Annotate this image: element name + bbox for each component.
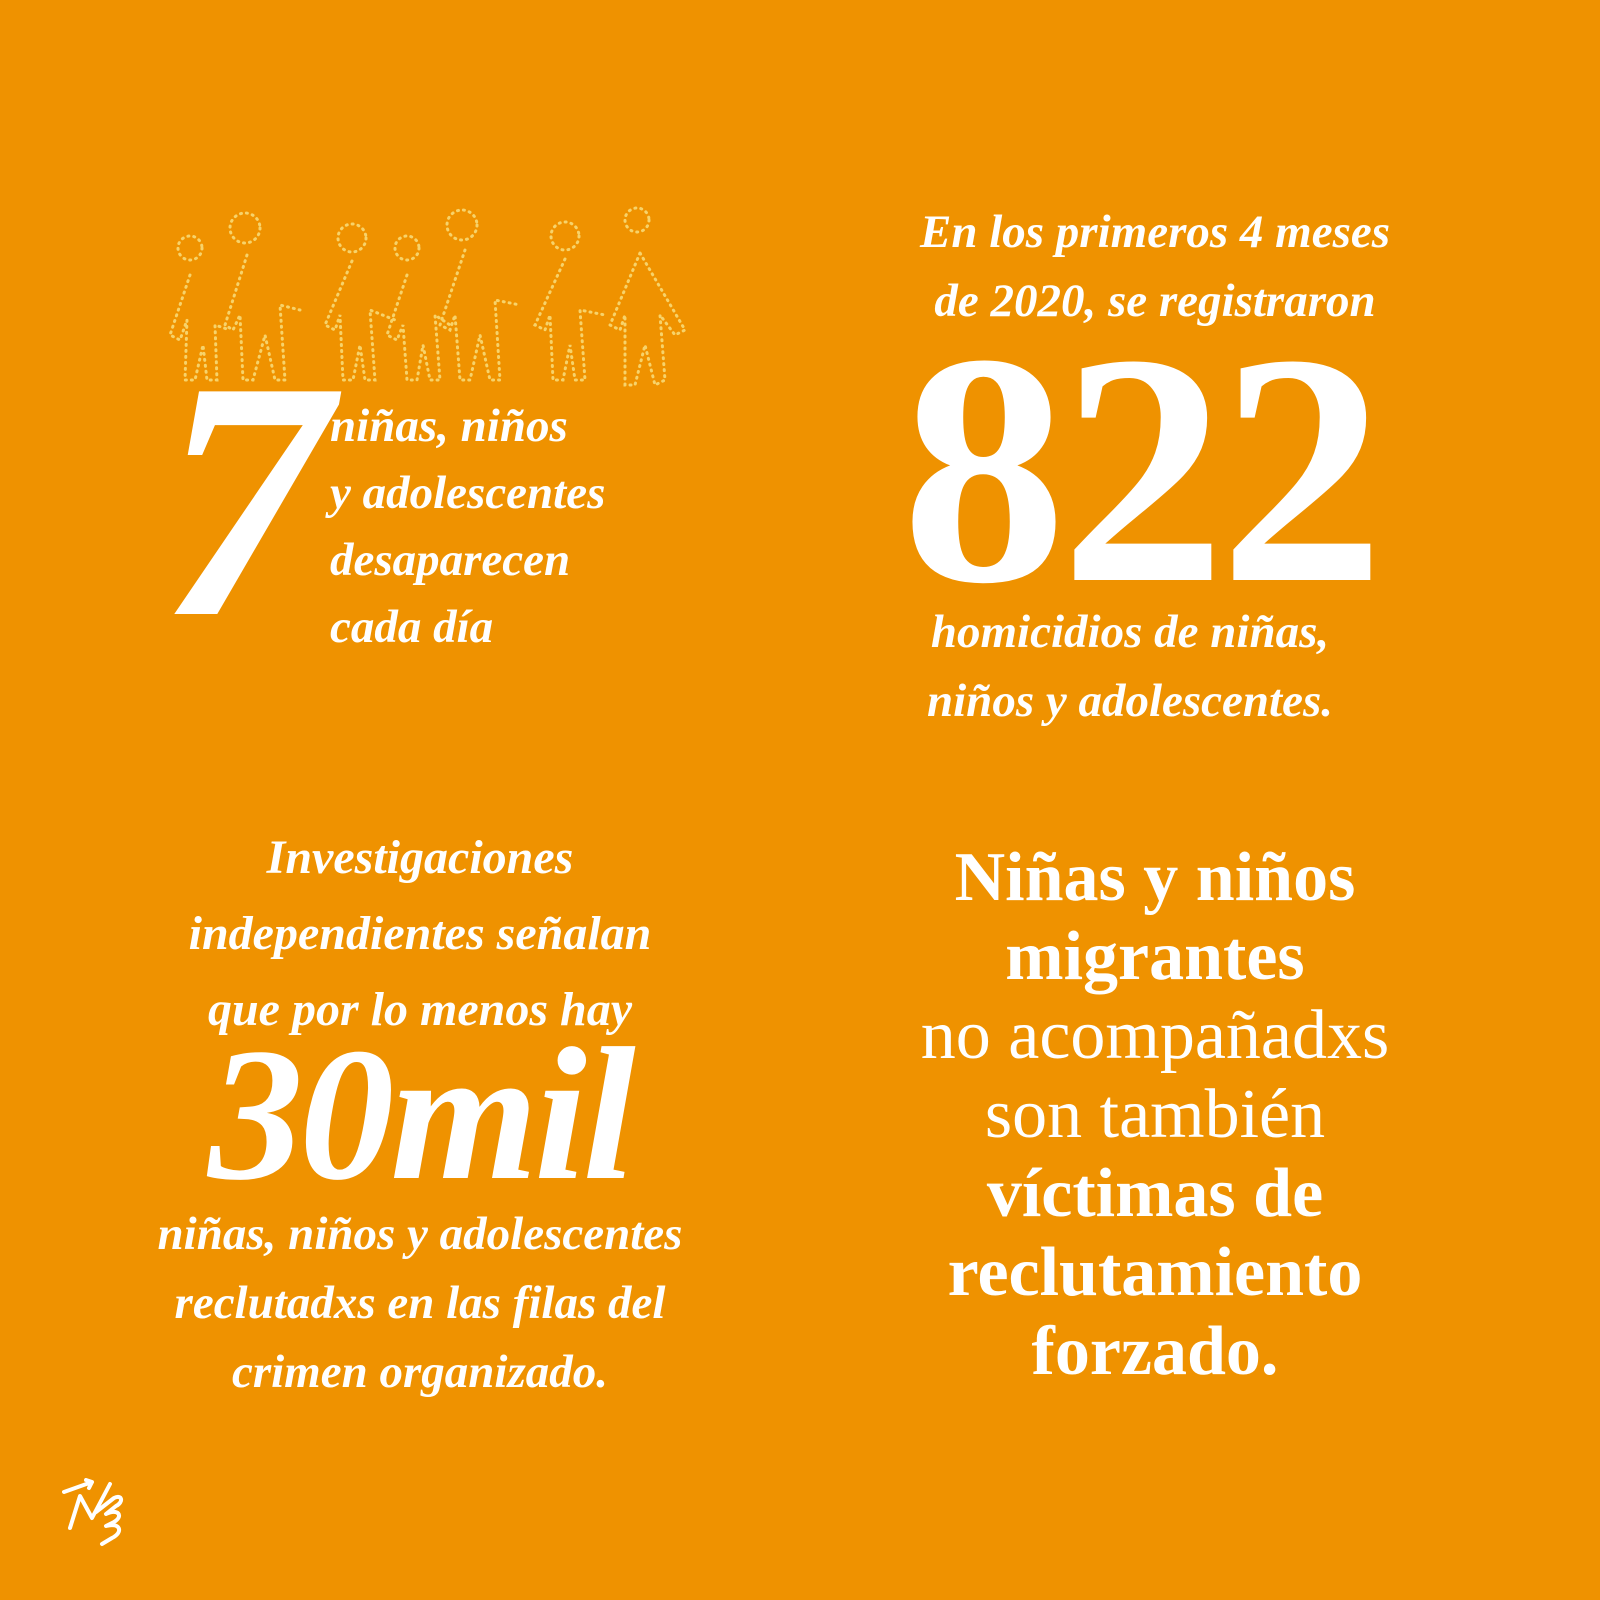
statement-line: víctimas de <box>986 1155 1324 1232</box>
hand-signature-logo-icon <box>62 1478 123 1546</box>
desc-line: reclutadxs en las filas del <box>174 1277 666 1329</box>
desc-line: niños y adolescentes. <box>926 675 1334 727</box>
stat-822-description: homicidios de niñas, niños y adolescente… <box>830 598 1430 736</box>
stat-7-line: desaparecen <box>330 534 571 586</box>
stat-7-line: cada día <box>330 601 494 653</box>
intro-line: independientes señalan <box>188 907 652 960</box>
stat-7-line: niñas, niños <box>330 400 568 452</box>
stat-30mil-intro: Investigaciones independientes señalan q… <box>120 820 720 1048</box>
migrant-children-statement: Niñas y niños migrantes no acompañadxs s… <box>830 838 1480 1391</box>
stat-7-line: y adolescentes <box>330 467 606 519</box>
children-holding-hands-icon <box>168 206 688 388</box>
stat-7-number: 7 <box>160 311 330 688</box>
statement-line: reclutamiento <box>947 1234 1363 1311</box>
desc-line: niñas, niños y adolescentes <box>157 1208 683 1260</box>
statement-line: no acompañadxs <box>920 997 1390 1074</box>
statement-line: migrantes <box>1005 918 1305 995</box>
statement-line: forzado. <box>1031 1313 1279 1390</box>
statement-line: son también <box>984 1076 1326 1153</box>
stat-7-description: niñas, niños y adolescentes desaparecen … <box>330 393 605 661</box>
stat-30mil-description: niñas, niños y adolescentes reclutadxs e… <box>110 1200 730 1407</box>
stat-30mil-number: 30mil <box>208 1010 635 1220</box>
intro-line: Investigaciones <box>266 831 574 884</box>
stat-822-number: 822 <box>901 287 1385 652</box>
desc-line: homicidios de niñas, <box>930 606 1330 658</box>
intro-line: En los primeros 4 meses <box>919 206 1391 258</box>
desc-line: crimen organizado. <box>231 1346 609 1398</box>
intro-line: de 2020, se registraron <box>934 275 1376 327</box>
stat-822-intro: En los primeros 4 meses de 2020, se regi… <box>855 198 1455 336</box>
statement-line: Niñas y niños <box>954 839 1356 916</box>
intro-line: que por lo menos hay <box>207 983 633 1036</box>
